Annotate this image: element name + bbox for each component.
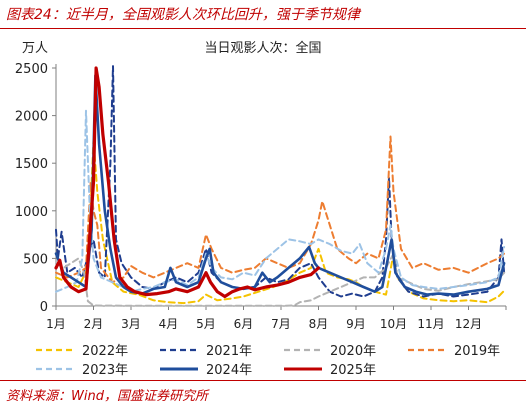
legend-label: 2025年 xyxy=(330,363,376,378)
series-line-2019年 xyxy=(55,135,506,284)
series-line-2020年 xyxy=(55,252,506,307)
legend-label: 2022年 xyxy=(82,344,128,359)
y-tick-label: 0 xyxy=(40,300,48,315)
y-tick-label: 1500 xyxy=(15,157,48,172)
legend-label: 2020年 xyxy=(330,344,376,359)
footer-divider xyxy=(0,380,526,381)
x-tick-label: 7月 xyxy=(271,317,291,331)
x-tick-label: 12月 xyxy=(455,317,482,331)
series-line-2023年 xyxy=(55,109,506,293)
x-tick-label: 5月 xyxy=(196,317,216,331)
x-tick-label: 10月 xyxy=(380,317,407,331)
x-tick-label: 11月 xyxy=(417,317,444,331)
x-tick-label: 6月 xyxy=(234,317,254,331)
legend-label: 2023年 xyxy=(82,363,128,378)
y-tick-label: 2000 xyxy=(15,110,48,125)
y-tick-label: 500 xyxy=(23,252,48,267)
legend-label: 2019年 xyxy=(454,344,500,359)
figure-title: 图表24：近半月，全国观影人次环比回升，强于季节规律 xyxy=(6,7,360,23)
series-line-2025年 xyxy=(54,66,321,299)
y-axis-unit: 万人 xyxy=(22,41,49,56)
x-tick-label: 4月 xyxy=(159,317,179,331)
x-tick-label: 2月 xyxy=(84,317,104,331)
legend-label: 2021年 xyxy=(206,344,252,359)
y-tick-label: 1000 xyxy=(15,205,48,220)
source-note: 资料来源：Wind，国盛证券研究所 xyxy=(6,389,208,404)
x-tick-label: 3月 xyxy=(121,317,141,331)
y-tick-label: 2500 xyxy=(15,62,48,77)
x-tick-label: 9月 xyxy=(346,317,366,331)
x-tick-label: 8月 xyxy=(309,317,329,331)
series-line-2021年 xyxy=(55,65,506,298)
series-line-2024年 xyxy=(54,74,506,296)
x-tick-label: 1月 xyxy=(46,317,66,331)
chart-title: 当日观影人次：全国 xyxy=(204,41,322,56)
legend-label: 2024年 xyxy=(206,363,252,378)
title-divider xyxy=(0,28,526,29)
